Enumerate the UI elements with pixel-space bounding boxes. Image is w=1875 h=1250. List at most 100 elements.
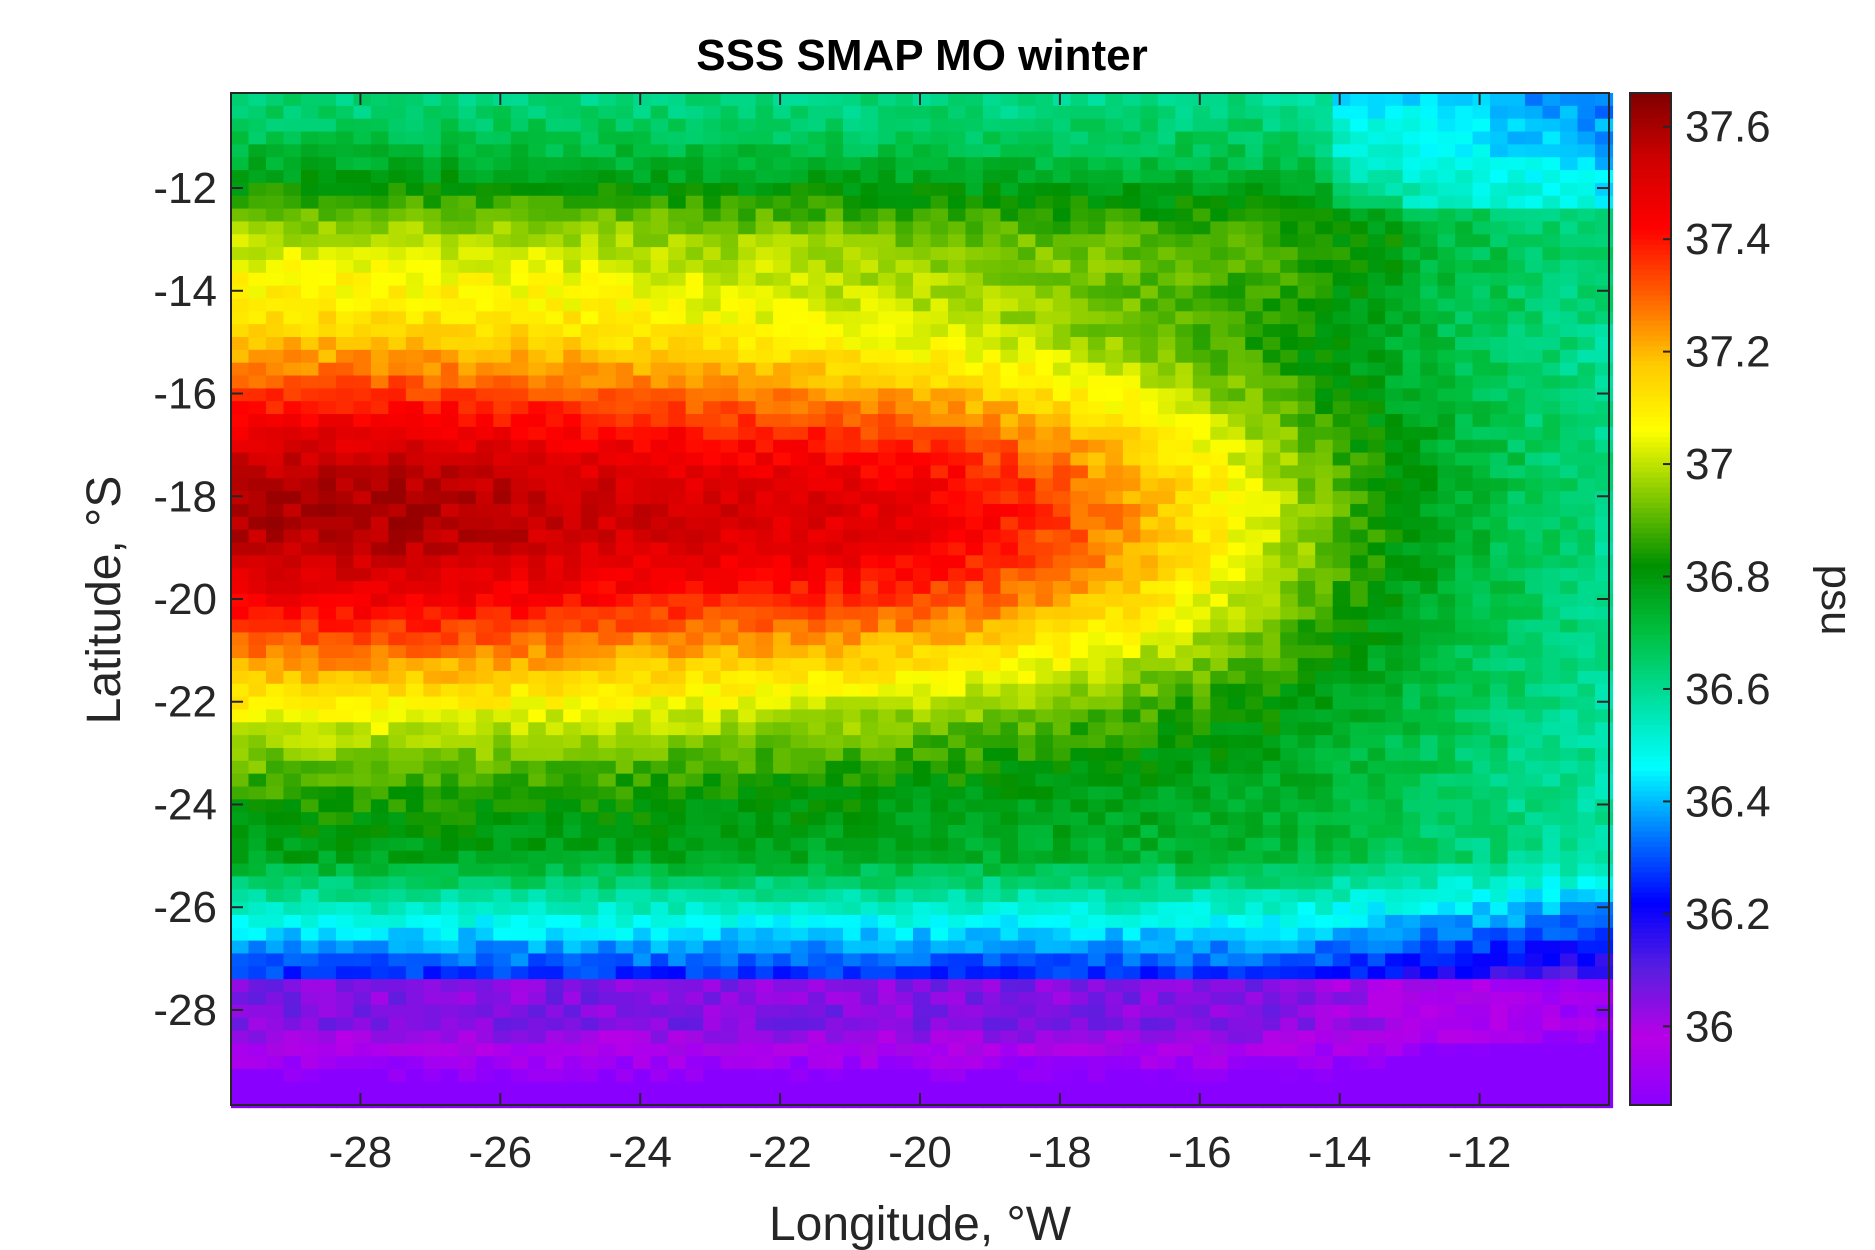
heatmap-cell: [318, 645, 337, 659]
heatmap-cell: [685, 735, 704, 749]
heatmap-cell: [878, 850, 897, 865]
heatmap-cell: [913, 735, 932, 749]
heatmap-cell: [738, 465, 757, 479]
heatmap-cell: [1087, 324, 1106, 338]
heatmap-cell: [1192, 568, 1211, 582]
heatmap-cell: [1437, 593, 1456, 608]
heatmap-cell: [668, 876, 687, 890]
heatmap-cell: [528, 747, 547, 762]
heatmap-cell: [947, 760, 967, 775]
heatmap-cell: [1052, 876, 1071, 890]
heatmap-cell: [1455, 747, 1474, 762]
heatmap-cell: [913, 93, 932, 107]
heatmap-cell: [318, 324, 337, 338]
heatmap-cell: [1157, 465, 1176, 479]
heatmap-cell: [1507, 157, 1526, 171]
heatmap-cell: [1262, 542, 1281, 556]
heatmap-cell: [1140, 581, 1159, 595]
heatmap-cell: [808, 118, 827, 133]
heatmap-cell: [353, 324, 372, 338]
heatmap-cell: [1140, 118, 1159, 133]
heatmap-cell: [685, 285, 704, 300]
heatmap-cell: [1542, 375, 1561, 389]
heatmap-cell: [1297, 863, 1316, 877]
heatmap-cell: [947, 195, 967, 210]
heatmap-cell: [353, 863, 372, 877]
heatmap-cell: [353, 247, 372, 261]
heatmap-cell: [1087, 658, 1106, 672]
heatmap-cell: [1507, 414, 1526, 428]
heatmap-cell: [1262, 632, 1281, 646]
heatmap-cell: [1070, 503, 1089, 518]
heatmap-cell: [1262, 170, 1281, 184]
heatmap-cell: [1262, 889, 1281, 903]
heatmap-cell: [1140, 439, 1159, 454]
heatmap-cell: [1017, 414, 1037, 428]
heatmap-cell: [1105, 889, 1124, 903]
heatmap-cell: [1087, 426, 1106, 441]
heatmap-cell: [1542, 349, 1561, 364]
heatmap-cell: [1560, 234, 1579, 248]
heatmap-cell: [650, 760, 669, 775]
heatmap-cell: [370, 234, 389, 248]
heatmap-cell: [755, 208, 774, 223]
heatmap-cell: [1367, 298, 1386, 312]
heatmap-cell: [300, 606, 320, 621]
heatmap-cell: [231, 208, 250, 223]
heatmap-cell: [947, 414, 967, 428]
heatmap-cell: [1227, 863, 1246, 877]
heatmap-cell: [510, 683, 529, 698]
heatmap-cell: [1420, 401, 1439, 415]
heatmap-cell: [755, 799, 774, 813]
heatmap-cell: [773, 632, 792, 646]
heatmap-cell: [668, 825, 687, 839]
heatmap-cell: [878, 247, 897, 261]
heatmap-cell: [1455, 632, 1474, 646]
heatmap-cell: [1472, 195, 1491, 210]
heatmap-cell: [335, 760, 355, 775]
heatmap-cell: [633, 529, 652, 544]
heatmap-cell: [1402, 478, 1421, 492]
heatmap-cell: [878, 324, 897, 338]
heatmap-cell: [843, 516, 862, 531]
heatmap-cell: [1367, 760, 1386, 775]
heatmap-cell: [335, 452, 355, 467]
heatmap-cell: [965, 516, 984, 531]
heatmap-cell: [1472, 658, 1491, 672]
heatmap-cell: [790, 195, 809, 210]
heatmap-cell: [405, 696, 424, 711]
heatmap-cell: [1017, 478, 1037, 492]
heatmap-cell: [353, 414, 372, 428]
heatmap-cell: [1210, 889, 1229, 903]
heatmap-cell: [1367, 285, 1386, 300]
heatmap-cell: [335, 863, 355, 877]
heatmap-cell: [668, 760, 687, 775]
heatmap-cell: [1560, 632, 1579, 646]
heatmap-cell: [1105, 337, 1124, 351]
heatmap-cell: [318, 709, 337, 723]
heatmap-cell: [1577, 593, 1596, 608]
heatmap-cell: [1315, 516, 1334, 531]
heatmap-cell: [1035, 709, 1054, 723]
heatmap-cell: [668, 619, 687, 633]
heatmap-cell: [843, 285, 862, 300]
heatmap-cell: [1280, 349, 1299, 364]
heatmap-cell: [300, 825, 320, 839]
heatmap-cell: [423, 670, 442, 685]
heatmap-cell: [755, 349, 774, 364]
heatmap-cell: [1262, 606, 1281, 621]
heatmap-cell: [633, 606, 652, 621]
heatmap-cell: [668, 709, 687, 723]
heatmap-cell: [545, 93, 564, 107]
heatmap-cell: [1455, 619, 1474, 633]
heatmap-cell: [510, 760, 529, 775]
heatmap-cell: [895, 658, 914, 672]
heatmap-cell: [808, 670, 827, 685]
heatmap-cell: [475, 658, 494, 672]
heatmap-cell: [283, 362, 302, 377]
heatmap-cell: [1052, 889, 1071, 903]
heatmap-cell: [1000, 259, 1019, 274]
heatmap-cell: [1595, 170, 1614, 184]
heatmap-cell: [1525, 825, 1544, 839]
heatmap-cell: [388, 555, 407, 569]
